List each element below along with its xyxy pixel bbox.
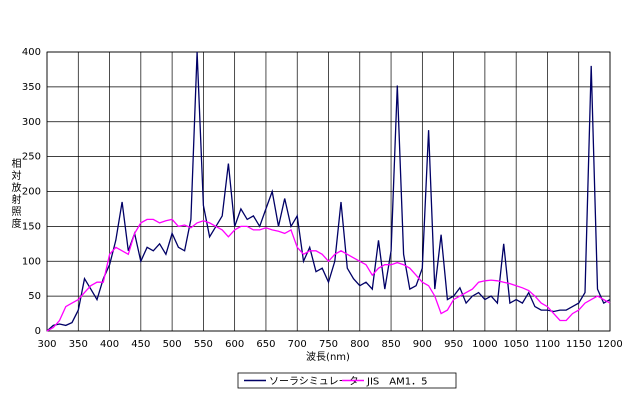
y-tick-label: 0 <box>35 326 41 337</box>
y-tick-label: 250 <box>22 152 41 163</box>
x-tick-label: 700 <box>288 339 307 350</box>
y-tick-label: 100 <box>22 256 41 267</box>
x-axis-label: 波長(nm) <box>306 350 350 363</box>
y-tick-label: 300 <box>22 117 41 128</box>
x-tick-label: 1000 <box>472 339 497 350</box>
y-tick-label: 400 <box>22 47 41 58</box>
y-tick-label: 200 <box>22 187 41 198</box>
x-tick-label: 950 <box>444 339 463 350</box>
x-tick-label: 450 <box>131 339 150 350</box>
x-tick-label: 600 <box>225 339 244 350</box>
x-tick-label: 650 <box>256 339 275 350</box>
x-tick-label: 1150 <box>566 339 591 350</box>
legend-label: JIS AM1．5 <box>366 377 427 388</box>
series-line <box>46 51 611 332</box>
x-tick-label: 900 <box>413 339 432 350</box>
y-axis-label: 相対放射照度 <box>9 157 21 230</box>
legend-label: ソーラシミュレータ <box>269 376 359 388</box>
x-tick-label: 550 <box>194 339 213 350</box>
y-tick-label: 350 <box>22 82 41 93</box>
x-tick-label: 800 <box>350 339 369 350</box>
x-tick-label: 350 <box>69 339 88 350</box>
x-tick-label: 500 <box>163 339 182 350</box>
x-tick-label: 1100 <box>535 339 560 350</box>
x-tick-label: 1050 <box>503 339 528 350</box>
y-tick-label: 150 <box>22 221 41 232</box>
x-tick-label: 750 <box>319 339 338 350</box>
y-tick-label: 50 <box>28 291 41 302</box>
series-line <box>46 218 611 332</box>
x-tick-label: 300 <box>37 339 56 350</box>
x-tick-label: 400 <box>100 339 119 350</box>
x-tick-label: 850 <box>382 339 401 350</box>
x-tick-label: 1200 <box>597 339 622 350</box>
